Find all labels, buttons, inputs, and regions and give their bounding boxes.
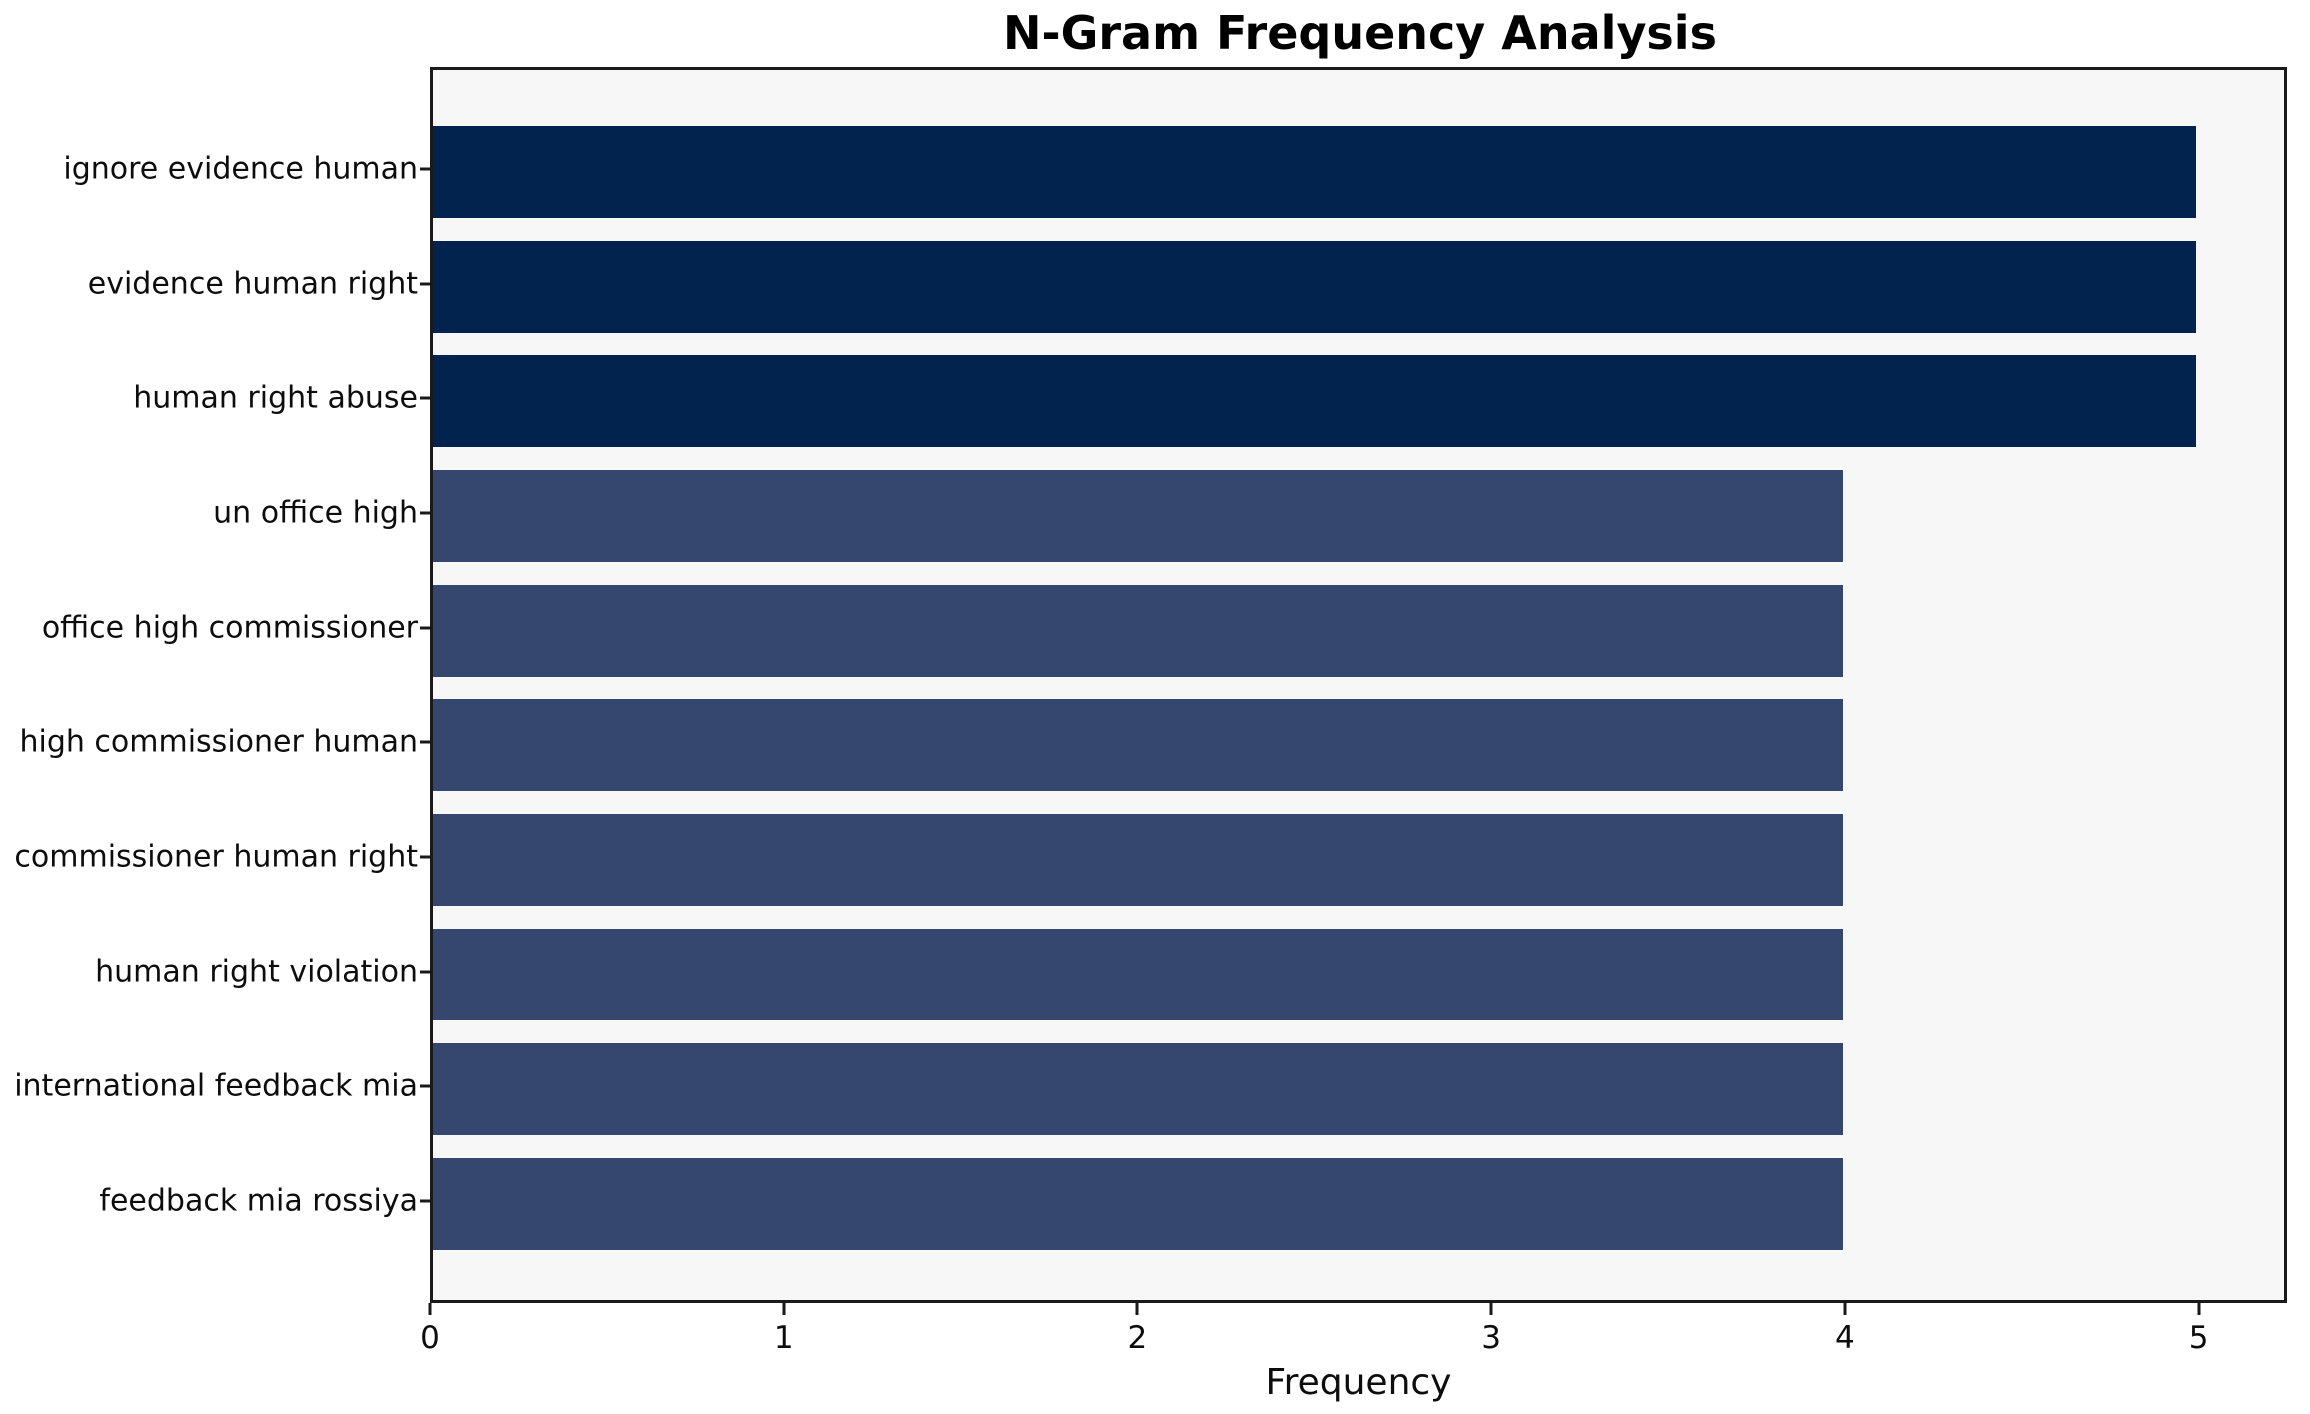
bar: [433, 584, 1844, 677]
x-tick-label: 0: [420, 1320, 440, 1356]
y-tick-label: international feedback mia: [14, 1068, 418, 1104]
y-tick-label: ignore evidence human: [63, 151, 418, 187]
y-tick-mark: [420, 626, 430, 630]
y-tick-label: un office high: [213, 495, 418, 531]
y-tick-label: human right abuse: [133, 380, 418, 416]
x-tick-mark: [1843, 1303, 1847, 1315]
x-tick-label: 2: [1127, 1320, 1148, 1356]
y-tick-label: office high commissioner: [41, 610, 418, 646]
bar: [433, 126, 2196, 218]
bar: [433, 1158, 1844, 1250]
y-tick-mark: [420, 1084, 430, 1088]
bar: [433, 240, 2196, 333]
x-tick-label: 1: [773, 1320, 794, 1356]
x-tick-label: 3: [1481, 1320, 1502, 1356]
chart-title: N-Gram Frequency Analysis: [1003, 6, 1717, 60]
x-tick-mark: [1489, 1303, 1493, 1315]
bar: [433, 814, 1844, 906]
x-tick-mark: [2197, 1303, 2201, 1315]
plot-area: [430, 67, 2287, 1303]
y-tick-label: high commissioner human: [19, 724, 418, 760]
y-tick-label: evidence human right: [87, 266, 418, 302]
y-tick-mark: [420, 282, 430, 286]
y-tick-mark: [420, 740, 430, 744]
x-tick-mark: [782, 1303, 786, 1315]
y-tick-mark: [420, 167, 430, 171]
y-tick-mark: [420, 396, 430, 400]
bar: [433, 928, 1844, 1021]
x-tick-label: 4: [1834, 1320, 1855, 1356]
y-tick-label: feedback mia rossiya: [99, 1183, 418, 1219]
y-tick-mark: [420, 970, 430, 974]
bar: [433, 355, 2196, 448]
y-tick-mark: [420, 1199, 430, 1203]
y-tick-mark: [420, 511, 430, 515]
x-axis-label: Frequency: [1265, 1362, 1452, 1403]
y-tick-label: human right violation: [95, 954, 418, 990]
bar: [433, 470, 1844, 562]
bar: [433, 699, 1844, 792]
x-tick-label: 5: [2188, 1320, 2209, 1356]
x-tick-mark: [428, 1303, 432, 1315]
x-tick-mark: [1135, 1303, 1139, 1315]
y-tick-label: commissioner human right: [14, 839, 418, 875]
bar: [433, 1043, 1844, 1136]
y-tick-mark: [420, 855, 430, 859]
